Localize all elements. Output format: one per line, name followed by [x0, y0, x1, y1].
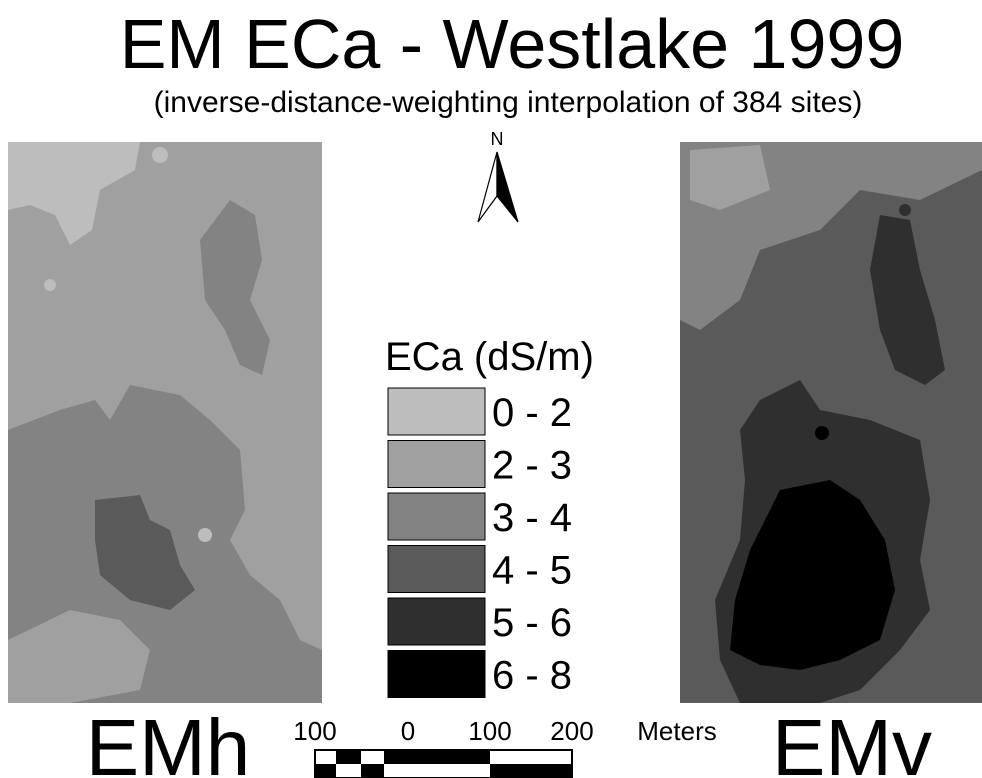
map-page: EM ECa - Westlake 1999 (inverse-distance…	[0, 0, 982, 778]
legend-label: 3 - 4	[492, 496, 572, 540]
legend-swatch	[388, 388, 485, 435]
spot	[44, 279, 56, 291]
spot	[152, 147, 168, 163]
north-label: N	[491, 129, 504, 149]
scale-label: 200	[550, 716, 593, 746]
spot	[198, 528, 212, 542]
legend-label: 6 - 8	[492, 654, 572, 698]
legend-swatch	[388, 546, 485, 593]
scale-cell	[361, 764, 384, 778]
arrow-left	[478, 152, 497, 222]
legend-label: 5 - 6	[492, 601, 572, 645]
spot	[899, 204, 911, 216]
legend-swatch	[388, 651, 485, 698]
arrow-right	[497, 152, 518, 222]
legend-label: 0 - 2	[492, 391, 572, 435]
legend-title: ECa (dS/m)	[385, 335, 594, 379]
scale-label: 100	[468, 716, 511, 746]
legend: 0 - 2 2 - 3 3 - 4 4 - 5 5 - 6 6 - 8	[388, 388, 572, 698]
scale-bar: Meters 100 0 100 200	[293, 716, 716, 778]
legend-label: 4 - 5	[492, 549, 572, 593]
title: EM ECa - Westlake 1999	[120, 5, 905, 83]
spot	[815, 426, 829, 440]
scale-label: 0	[401, 716, 415, 746]
emh-map	[8, 142, 322, 703]
north-arrow: N	[478, 129, 518, 222]
legend-swatch	[388, 493, 485, 540]
scale-cell	[315, 764, 336, 778]
legend-label: 2 - 3	[492, 444, 572, 488]
legend-swatch	[388, 441, 485, 488]
subtitle: (inverse-distance-weighting interpolatio…	[154, 86, 863, 119]
scale-label: 100	[293, 716, 336, 746]
scale-cell	[336, 750, 361, 764]
scale-cell	[490, 764, 572, 778]
legend-swatch	[388, 598, 485, 645]
map-label: EMv	[772, 703, 932, 778]
emv-map	[680, 142, 982, 703]
scale-cell	[384, 750, 408, 764]
scale-unit: Meters	[637, 716, 716, 746]
map-label: EMh	[86, 703, 251, 778]
scale-cell	[408, 750, 490, 764]
